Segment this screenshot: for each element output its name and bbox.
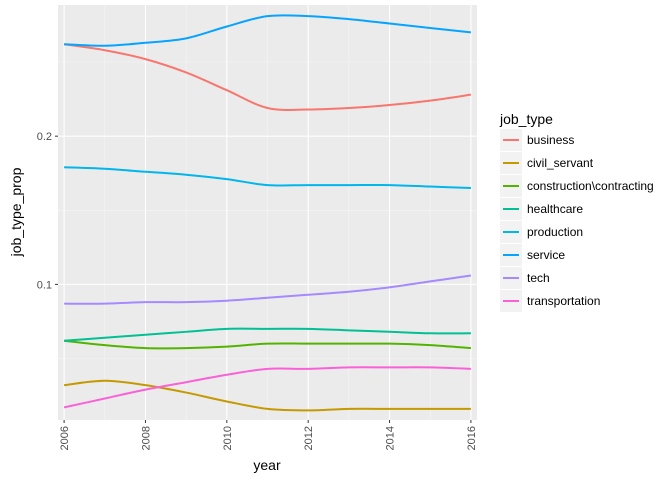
legend-item-service: service: [500, 244, 565, 266]
legend-label: production: [527, 225, 583, 239]
legend-item-construction-contracting: construction\contracting: [500, 175, 654, 197]
x-tick-label: 2008: [140, 426, 152, 450]
y-tick-label: 0.2: [37, 131, 52, 143]
y-tick-label: 0.1: [37, 279, 52, 291]
x-tick-label: 2016: [466, 426, 478, 450]
minor-gridlines: [58, 5, 477, 420]
series-line-construction-contracting: [63, 339, 471, 350]
legend-label: service: [527, 248, 565, 262]
legend-label: transportation: [527, 294, 600, 308]
major-gridlines: [58, 5, 477, 420]
legend-items: business civil_servant construction\contra…: [500, 129, 654, 312]
legend-label: construction\contracting: [527, 179, 654, 193]
series-line-tech: [64, 274, 472, 305]
legend: job_type business civil_servant constructi…: [499, 111, 654, 312]
series-line-production: [64, 166, 471, 190]
series-line-civil-servant: [63, 379, 471, 412]
legend-label: civil_servant: [527, 156, 594, 170]
x-tick-label: 2014: [385, 426, 397, 450]
legend-item-production: production: [500, 221, 583, 243]
legend-label: business: [527, 133, 574, 147]
series-line-service: [64, 14, 472, 47]
legend-label: healthcare: [527, 202, 583, 216]
legend-item-civil-servant: civil_servant: [500, 152, 594, 174]
legend-item-healthcare: healthcare: [500, 198, 583, 220]
y-axis-title: job_type_prop: [8, 167, 24, 257]
series-line-transportation: [63, 366, 471, 409]
legend-label: tech: [527, 271, 550, 285]
legend-title: job_type: [499, 111, 553, 127]
x-tick-label: 2010: [222, 426, 234, 450]
x-axis-ticks: 2006 2008 2010 2012 2014 2016: [59, 420, 478, 450]
series-line-healthcare: [64, 327, 471, 342]
series-lines: [63, 14, 472, 412]
y-axis-ticks: 0.1 0.2: [37, 131, 58, 291]
x-tick-label: 2012: [303, 426, 315, 450]
legend-item-tech: tech: [500, 267, 550, 289]
legend-item-business: business: [500, 129, 574, 151]
legend-item-transportation: transportation: [500, 290, 600, 312]
x-axis-title: year: [253, 457, 281, 473]
x-tick-label: 2006: [59, 426, 71, 450]
series-line-business: [63, 43, 472, 111]
